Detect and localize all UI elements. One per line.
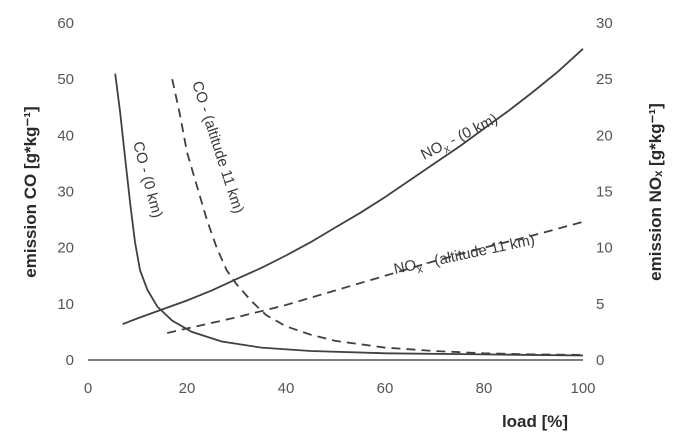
left-tick-label: 0 bbox=[66, 352, 74, 369]
nox-11km-prefix: NO bbox=[392, 257, 418, 278]
right-tick-label: 15 bbox=[596, 184, 613, 201]
nox-11km-suffix: - (altitude 11 km) bbox=[420, 231, 537, 272]
right-tick-label: 10 bbox=[596, 240, 613, 257]
right-tick-label: 30 bbox=[596, 15, 613, 32]
right-tick-label: 0 bbox=[596, 352, 604, 369]
x-axis-title: load [%] bbox=[502, 412, 568, 431]
x-tick-label: 20 bbox=[179, 380, 196, 397]
left-tick-label: 50 bbox=[57, 71, 74, 88]
left-tick-label: 10 bbox=[57, 296, 74, 313]
series-line-2 bbox=[122, 48, 584, 325]
x-tick-label: 100 bbox=[570, 380, 595, 397]
nox-0km-prefix: NO bbox=[418, 138, 446, 163]
series-line-0 bbox=[114, 73, 584, 357]
right-tick-label: 25 bbox=[596, 71, 613, 88]
label-co-11km: CO - (altitude 11 km) bbox=[188, 79, 247, 216]
x-tick-label: 60 bbox=[377, 380, 394, 397]
nox-11km-sub: x bbox=[416, 263, 424, 276]
left-axis-title: emission CO [g*kg⁻¹] bbox=[21, 106, 40, 277]
x-tick-label: 80 bbox=[476, 380, 493, 397]
right-tick-label: 20 bbox=[596, 127, 613, 144]
nox-0km-suffix: - (0 km) bbox=[443, 110, 500, 150]
curves bbox=[114, 48, 584, 357]
left-tick-label: 40 bbox=[57, 127, 74, 144]
nox-0km-sub: x bbox=[442, 143, 453, 156]
right-tick-label: 5 bbox=[596, 296, 604, 313]
label-nox-0km: NOx - (0 km) bbox=[418, 110, 502, 166]
right-axis-title: emission NOₓ [g*kg⁻¹] bbox=[646, 103, 665, 281]
left-tick-label: 30 bbox=[57, 184, 74, 201]
label-co-0km: CO - (0 km) bbox=[129, 140, 166, 220]
series-line-3 bbox=[167, 220, 584, 334]
left-tick-label: 60 bbox=[57, 15, 74, 32]
x-tick-label: 0 bbox=[84, 380, 92, 397]
x-tick-label: 40 bbox=[278, 380, 295, 397]
label-nox-11km: NOx - (altitude 11 km) bbox=[392, 231, 537, 280]
left-tick-label: 20 bbox=[57, 240, 74, 257]
series-line-1 bbox=[171, 79, 584, 356]
